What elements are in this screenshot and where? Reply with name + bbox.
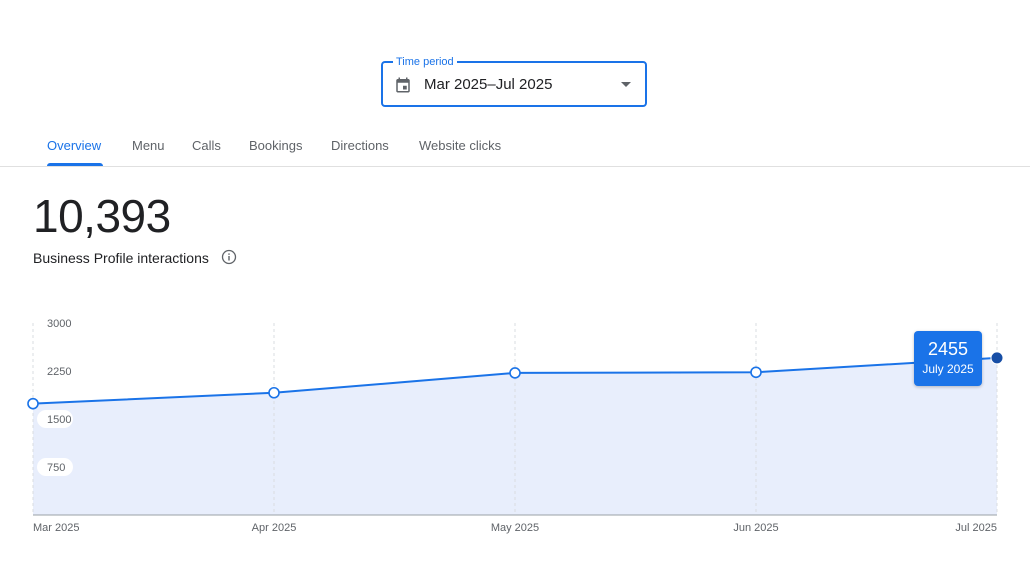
chart-y-tick-label: 750 <box>47 462 65 474</box>
chart-point <box>268 386 280 399</box>
chart-x-tick-label: Mar 2025 <box>33 522 79 534</box>
tab-directions[interactable]: Directions <box>331 138 389 153</box>
tab-website-clicks[interactable]: Website clicks <box>419 138 502 153</box>
tab-overview[interactable]: Overview <box>47 128 103 166</box>
chart-point <box>27 397 39 410</box>
info-icon[interactable] <box>221 249 237 265</box>
chart-point <box>509 367 521 379</box>
tab-menu[interactable]: Menu <box>132 138 165 153</box>
chart-x-tick-label: Jun 2025 <box>733 522 778 534</box>
chart-tooltip: 2455 July 2025 <box>914 331 982 386</box>
chart-x-tick-label: May 2025 <box>491 522 539 534</box>
calendar-icon <box>396 77 410 93</box>
interactions-label: Business Profile interactions <box>33 250 209 266</box>
chart-point <box>750 366 762 379</box>
chart-y-tick-label: 3000 <box>47 318 71 330</box>
chart-y-tick-pill <box>37 458 73 476</box>
dropdown-arrow-icon <box>621 82 631 87</box>
tab-calls[interactable]: Calls <box>192 138 221 153</box>
time-period-value: Mar 2025–Jul 2025 <box>424 76 553 93</box>
tab-bookings[interactable]: Bookings <box>249 138 303 153</box>
interactions-total: 10,393 <box>33 190 171 242</box>
time-period-legend: Time period <box>393 55 457 69</box>
tooltip-label: July 2025 <box>922 362 974 376</box>
chart-y-tick-pill <box>37 410 73 428</box>
chart-x-tick-label: Jul 2025 <box>955 522 997 534</box>
chart-point-selected <box>990 351 1004 365</box>
tooltip-value: 2455 <box>927 339 969 359</box>
time-period-select[interactable]: Time period Mar 2025–Jul 2025 <box>381 55 647 107</box>
chart-y-tick-label: 1500 <box>47 414 71 426</box>
interactions-chart: 3000 2250 1500 750 Mar 2025 Apr 2025 May 2025 J… <box>27 318 1004 534</box>
chart-y-tick-label: 2250 <box>47 366 71 378</box>
chart-x-tick-label: Apr 2025 <box>252 522 297 534</box>
tab-bar: Overview Menu Calls Bookings Directions … <box>0 128 1030 167</box>
